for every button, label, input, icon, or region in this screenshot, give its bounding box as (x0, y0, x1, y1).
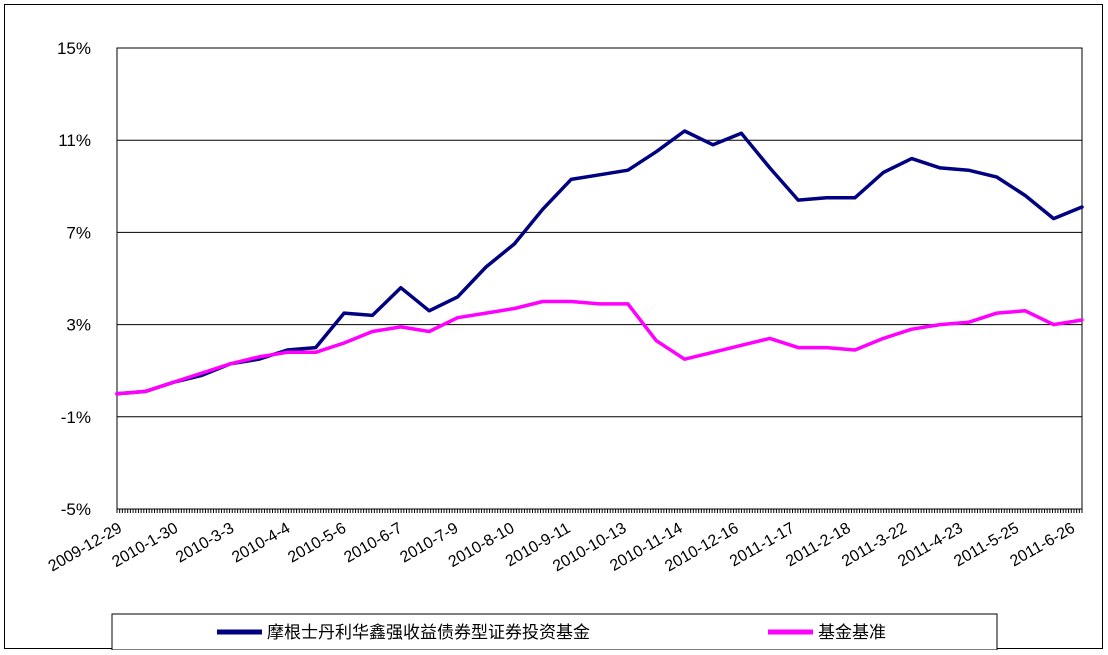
x-tick-label: 2010-4-4 (229, 520, 293, 567)
x-tick-label: 2011-6-26 (1007, 520, 1078, 571)
legend-label-benchmark: 基金基准 (818, 623, 886, 643)
y-tick-label: -1% (61, 408, 91, 427)
grid-layer (116, 47, 1083, 510)
series-line-fund (115, 129, 1084, 396)
line-chart: 15%11%7%3%-1%-5%2009-12-292010-1-302010-… (46, 39, 1084, 651)
x-tick-label: 2010-3-3 (173, 520, 237, 567)
x-tick-label: 2009-12-29 (46, 520, 125, 576)
y-tick-label: 15% (57, 39, 91, 58)
series-line-benchmark (115, 299, 1084, 396)
legend: 摩根士丹利华鑫强收益债券型证券投资基金 基金基准 (111, 613, 998, 651)
chart-frame: 15% 11% 7% 3% -1% -5% 2009-12-29 2010-1-30 2010-… (4, 4, 1103, 651)
y-tick-label: 7% (66, 223, 91, 242)
x-tick-label: 2010-6-7 (341, 520, 405, 567)
y-tick-label: -5% (61, 500, 91, 519)
y-tick-label: 11% (58, 131, 91, 150)
x-tick-label: 2010-5-6 (285, 520, 349, 567)
legend-label-fund: 摩根士丹利华鑫强收益债券型证券投资基金 (267, 623, 590, 643)
series-layer (115, 129, 1084, 396)
y-tick-label: 3% (66, 316, 91, 335)
axis-layer: 15%11%7%3%-1%-5%2009-12-292010-1-302010-… (46, 39, 1083, 576)
plot-area (116, 47, 1083, 510)
